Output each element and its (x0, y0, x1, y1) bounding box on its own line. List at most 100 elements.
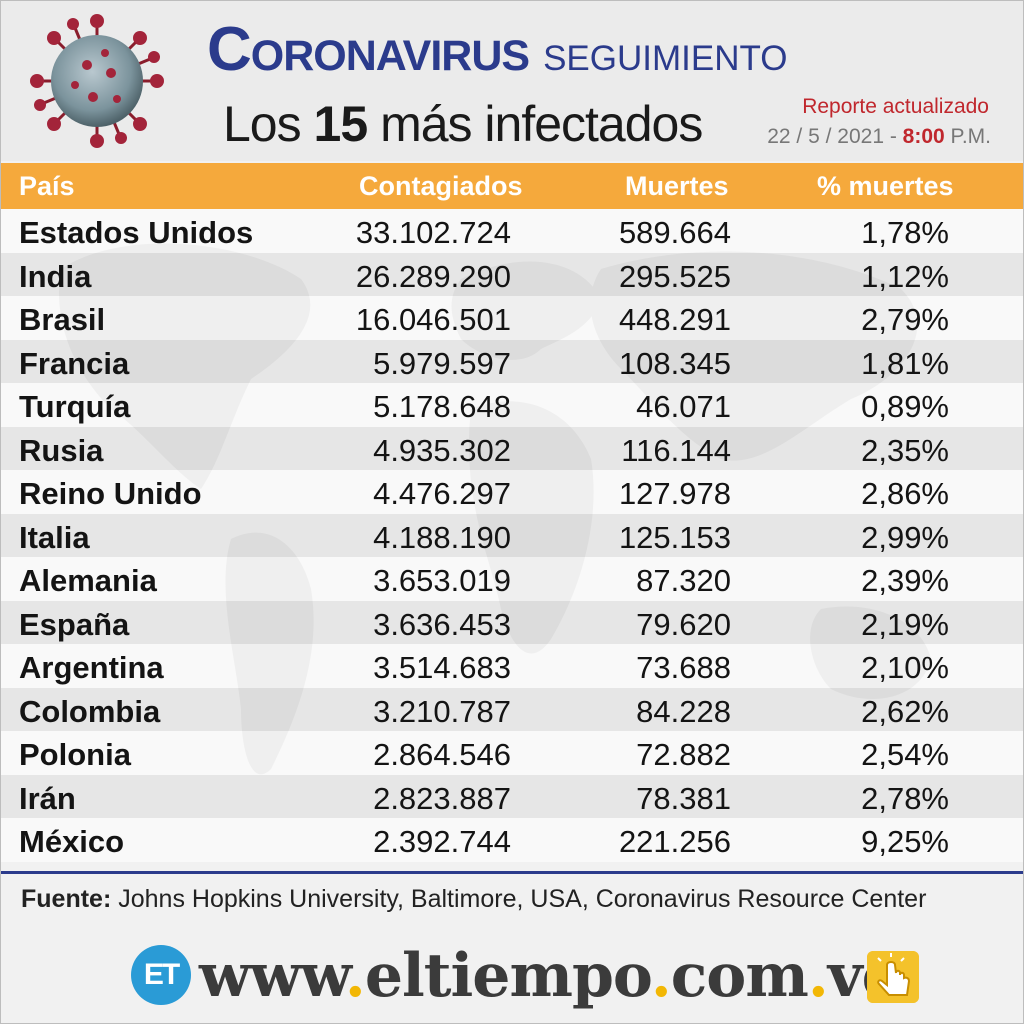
table-row: España 3.636.453 79.620 2,19% (1, 600, 1023, 644)
title-seguimiento: seguimiento (543, 25, 788, 81)
source-note: Fuente: Johns Hopkins University, Baltim… (21, 885, 926, 914)
url-dot: . (807, 941, 829, 1011)
footer-divider (1, 871, 1023, 874)
cell-country: Colombia (19, 693, 161, 729)
table-body: Estados Unidos 33.102.724 589.664 1,78% Indi… (1, 209, 1023, 862)
cell-country: Rusia (19, 432, 104, 468)
cell-deaths: 448.291 (618, 302, 731, 337)
cell-cases: 3.653.019 (373, 563, 511, 598)
cell-cases: 16.046.501 (355, 302, 511, 337)
cell-country: Alemania (19, 563, 157, 598)
page-title: Coronavirus seguimiento (207, 19, 787, 81)
cell-cases: 2.392.744 (373, 824, 511, 859)
url-com: com (670, 941, 809, 1011)
table-row: Polonia 2.864.546 72.882 2,54% (1, 731, 1023, 775)
report-label: Reporte actualizado (802, 95, 989, 118)
cell-death-pct: 2,19% (861, 606, 949, 642)
table-row: Colombia 3.210.787 84.228 2,62% (1, 687, 1023, 731)
cell-death-pct: 1,12% (861, 258, 949, 294)
cell-death-pct: 2,10% (861, 650, 949, 685)
url-dot: . (344, 941, 366, 1011)
table-row: Rusia 4.935.302 116.144 2,35% (1, 426, 1023, 470)
cell-deaths: 72.882 (636, 737, 731, 772)
cell-country: Reino Unido (19, 476, 202, 511)
cell-country: Brasil (19, 302, 106, 337)
header-death-pct: % muertes (817, 171, 954, 201)
cell-death-pct: 2,35% (861, 432, 949, 468)
cell-cases: 4.476.297 (373, 476, 511, 511)
eltiempo-logo[interactable]: ET (131, 945, 191, 1005)
cell-death-pct: 0,89% (861, 389, 949, 424)
subtitle-suffix: más infectados (380, 96, 703, 152)
cell-cases: 2.823.887 (373, 780, 511, 816)
cell-cases: 3.210.787 (373, 693, 511, 729)
cell-cases: 4.935.302 (373, 432, 511, 468)
header: Coronavirus seguimiento Los 15 más infect… (1, 1, 1023, 161)
table-row: México 2.392.744 221.256 9,25% (1, 818, 1023, 862)
cell-deaths: 84.228 (636, 693, 731, 729)
source-text: Johns Hopkins University, Baltimore, USA… (111, 885, 927, 913)
cell-cases: 2.864.546 (373, 737, 511, 772)
url-dot: . (650, 941, 672, 1011)
cell-cases: 5.979.597 (373, 345, 511, 381)
table-row: Estados Unidos 33.102.724 589.664 1,78% (1, 209, 1023, 253)
table-row: Reino Unido 4.476.297 127.978 2,86% (1, 470, 1023, 514)
coronavirus-illustration (30, 14, 164, 148)
cell-death-pct: 2,86% (861, 476, 949, 511)
url-domain: eltiempo (364, 941, 652, 1011)
report-separator: - (884, 125, 903, 148)
cell-deaths: 127.978 (618, 476, 731, 511)
cell-country: Polonia (19, 737, 131, 772)
cell-cases: 33.102.724 (355, 215, 511, 250)
header-country: País (19, 171, 75, 201)
cell-country: India (19, 258, 92, 294)
table-row: Alemania 3.653.019 87.320 2,39% (1, 557, 1023, 601)
website-link[interactable]: www.eltiempo.com.ve (199, 941, 900, 1011)
report-date-value: 22 / 5 / 2021 (767, 125, 884, 148)
table-row: Irán 2.823.887 78.381 2,78% (1, 774, 1023, 818)
cell-deaths: 589.664 (618, 215, 731, 250)
cell-deaths: 108.345 (618, 345, 731, 381)
cell-cases: 4.188.190 (373, 519, 511, 555)
cell-country: Irán (19, 780, 76, 816)
cell-death-pct: 2,78% (861, 780, 949, 816)
cell-cases: 26.289.290 (355, 258, 511, 294)
cell-death-pct: 2,62% (861, 693, 949, 729)
cell-country: Turquía (19, 389, 131, 424)
report-ampm: P.M. (944, 125, 991, 148)
report-time: 8:00 (902, 125, 945, 148)
title-coronavirus: Coronavirus (207, 15, 530, 84)
cell-deaths: 295.525 (618, 258, 731, 294)
cell-death-pct: 2,99% (861, 519, 949, 555)
cell-deaths: 221.256 (618, 824, 731, 859)
table-row: Italia 4.188.190 125.153 2,99% (1, 513, 1023, 557)
cell-deaths: 125.153 (618, 519, 731, 555)
cell-country: Italia (19, 519, 90, 555)
cell-cases: 5.178.648 (373, 389, 511, 424)
cell-country: México (19, 824, 125, 859)
subtitle-number: 15 (313, 96, 369, 152)
cell-deaths: 116.144 (621, 432, 731, 468)
table-row: Argentina 3.514.683 73.688 2,10% (1, 644, 1023, 688)
cell-death-pct: 9,25% (861, 824, 949, 859)
url-www: www (199, 941, 346, 1011)
cell-country: España (19, 606, 130, 642)
cell-deaths: 79.620 (636, 606, 731, 642)
subtitle-prefix: Los (223, 96, 302, 152)
table-row: Turquía 5.178.648 46.071 0,89% (1, 383, 1023, 427)
cell-death-pct: 1,81% (861, 345, 949, 381)
table-row: India 26.289.290 295.525 1,12% (1, 252, 1023, 296)
cell-cases: 3.514.683 (373, 650, 511, 685)
cell-deaths: 78.381 (636, 780, 731, 816)
click-hand-icon (867, 951, 919, 1003)
subtitle: Los 15 más infectados (223, 95, 703, 153)
cell-deaths: 46.071 (636, 389, 731, 424)
table-header: País Contagiados Muertes % muertes (1, 163, 1023, 209)
cell-cases: 3.636.453 (373, 606, 511, 642)
table-row: Francia 5.979.597 108.345 1,81% (1, 339, 1023, 383)
cell-death-pct: 1,78% (861, 215, 949, 250)
table-row: Brasil 16.046.501 448.291 2,79% (1, 296, 1023, 340)
cell-deaths: 87.320 (636, 563, 731, 598)
header-deaths: Muertes (625, 171, 729, 201)
